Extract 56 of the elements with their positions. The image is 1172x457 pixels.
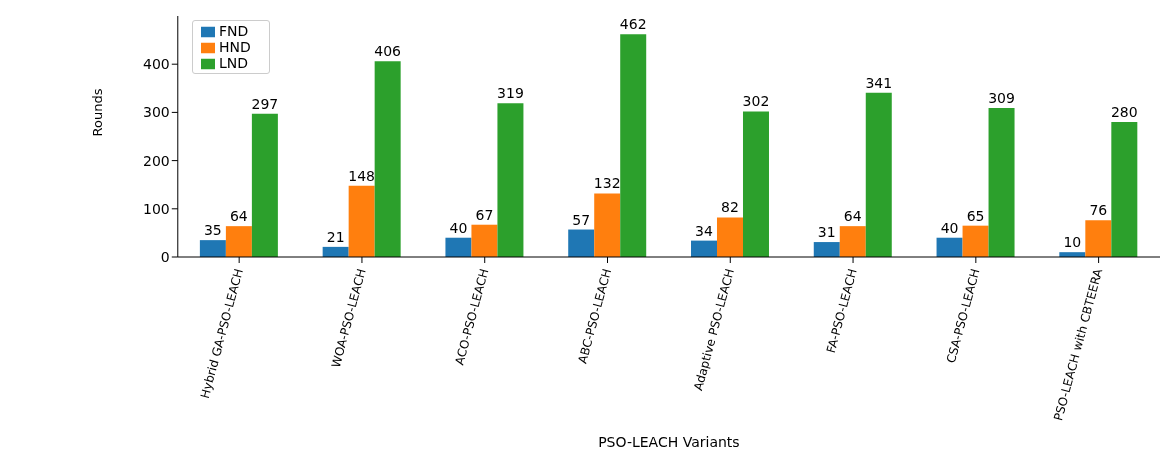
bar	[1085, 220, 1112, 257]
y-tick-label: 0	[160, 248, 170, 265]
bar	[594, 193, 621, 257]
data-label: 64	[229, 208, 248, 225]
bar	[251, 113, 278, 257]
data-label: 280	[1110, 104, 1138, 121]
bar	[690, 240, 717, 257]
data-label: 35	[203, 222, 222, 239]
bar	[1111, 122, 1138, 257]
bar	[620, 34, 647, 257]
data-label: 82	[721, 199, 739, 216]
y-tick-label: 100	[143, 200, 170, 217]
data-label: 132	[593, 175, 621, 192]
data-label: 462	[619, 16, 647, 33]
bar	[568, 229, 595, 257]
bar	[716, 217, 743, 257]
legend-label: LND	[219, 55, 249, 71]
y-tick-label: 300	[143, 104, 170, 121]
y-tick-label: 400	[143, 56, 170, 73]
data-label: 148	[348, 167, 376, 184]
bar	[865, 92, 892, 257]
bar	[471, 224, 498, 257]
data-label: 21	[326, 228, 345, 245]
legend-label: HND	[219, 39, 251, 55]
data-label: 31	[817, 224, 836, 241]
bar	[348, 185, 375, 257]
y-axis-title: Rounds	[90, 88, 106, 137]
bar	[225, 226, 252, 257]
data-label: 67	[475, 206, 494, 223]
bar	[962, 225, 989, 257]
bar	[813, 242, 840, 257]
data-label: 57	[572, 211, 591, 228]
data-label: 297	[251, 95, 279, 112]
data-label: 309	[988, 90, 1015, 107]
data-label: 64	[843, 208, 862, 225]
bar	[839, 226, 866, 257]
data-label: 319	[497, 85, 524, 102]
data-label: 10	[1063, 234, 1082, 251]
data-label: 40	[940, 219, 959, 236]
data-label: 341	[865, 74, 893, 91]
bar	[497, 103, 524, 257]
data-label: 34	[695, 222, 713, 239]
bar	[988, 108, 1015, 257]
bar	[936, 237, 963, 257]
bar	[742, 111, 769, 257]
y-tick-label: 200	[143, 152, 170, 169]
data-label: 302	[742, 93, 770, 110]
data-label: 76	[1089, 202, 1108, 219]
bar	[374, 61, 401, 257]
legend-label: FND	[219, 23, 249, 39]
bar	[445, 237, 472, 257]
data-label: 65	[966, 207, 985, 224]
bar	[199, 240, 226, 257]
data-label: 40	[449, 219, 468, 236]
x-axis-title: PSO-LEACH Variants	[598, 434, 740, 450]
data-label: 406	[374, 43, 402, 60]
